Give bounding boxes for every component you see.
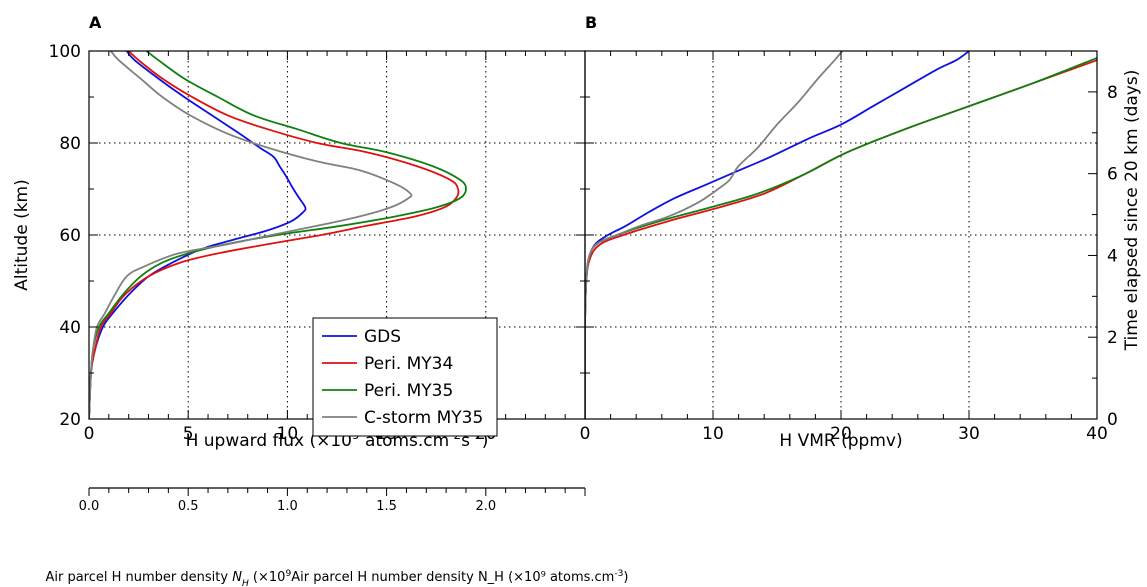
panel-b-right-y-axis-label: Time elapsed since 20 km (days) xyxy=(1122,70,1142,352)
panel-b-right-y-tick-label: 8 xyxy=(1107,83,1118,103)
panel-a-y-tick-label: 20 xyxy=(59,410,81,430)
secondary-x-tick-label: 0.5 xyxy=(178,499,199,514)
panel-b-series-peri-my34 xyxy=(585,59,1097,419)
panel-a-series-peri-my34 xyxy=(89,51,460,419)
panel-a-series xyxy=(89,51,467,419)
secondary-x-tick-label: 0.0 xyxy=(79,499,100,514)
panel-b-x-tick-label: 30 xyxy=(958,424,980,444)
panel-a-x-tick-label: 5 xyxy=(183,424,194,444)
panel-b-series xyxy=(585,51,1097,419)
panel-a-label: A xyxy=(89,13,102,32)
panel-b-x-tick-label: 0 xyxy=(580,424,591,444)
legend: GDS Peri. MY34 Peri. MY35 C-storm MY35 xyxy=(312,317,498,437)
panel-b-right-y-tick-label: 2 xyxy=(1107,328,1118,348)
panel-a-y-tick-label: 40 xyxy=(59,318,81,338)
panel-a-y-tick-label: 60 xyxy=(59,226,81,246)
legend-label: Peri. MY34 xyxy=(364,354,453,374)
secondary-x-tick-label: 1.0 xyxy=(277,499,298,514)
secondary-x-tick-label: 2.0 xyxy=(475,499,496,514)
panel-b-right-y-tick-label: 0 xyxy=(1107,410,1118,430)
panel-a-series-gds xyxy=(89,51,307,419)
panel-b-x-tick-label: 40 xyxy=(1086,424,1108,444)
legend-label: C-storm MY35 xyxy=(364,408,483,428)
panel-b-grid xyxy=(585,51,1097,419)
panel-b-x-tick-label: 10 xyxy=(702,424,724,444)
secondary-axis-ticks: 0.0 0.5 1.0 1.5 2.0 xyxy=(79,487,586,514)
panel-b-right-y-tick-label: 6 xyxy=(1107,165,1118,185)
panel-b-x-axis-label: H VMR (ppmv) xyxy=(779,431,902,451)
panel-a-series-peri-my35 xyxy=(89,51,467,419)
panel-a-grid xyxy=(89,51,585,419)
panel-a-y-tick-label: 100 xyxy=(49,42,81,62)
panel-b-x-tick-label: 20 xyxy=(830,424,852,444)
panel-b-right-y-tick-label: 4 xyxy=(1107,246,1118,266)
panel-a-x-tick-label: 10 xyxy=(277,424,299,444)
panel-b-series-c-storm-my35 xyxy=(585,51,843,419)
panel-a-y-tick-label: 80 xyxy=(59,134,81,154)
secondary-x-tick-label: 1.5 xyxy=(376,499,397,514)
panel-a-y-axis-label: Altitude (km) xyxy=(12,179,32,291)
panel-b-label: B xyxy=(585,13,597,32)
legend-label: GDS xyxy=(364,327,401,347)
panel-a-x-tick-label: 0 xyxy=(84,424,95,444)
panel-a-series-c-storm-my35 xyxy=(89,51,413,419)
secondary-x-axis-label: Air parcel H number density NH (×109Air … xyxy=(45,569,628,587)
legend-label: Peri. MY35 xyxy=(364,381,453,401)
